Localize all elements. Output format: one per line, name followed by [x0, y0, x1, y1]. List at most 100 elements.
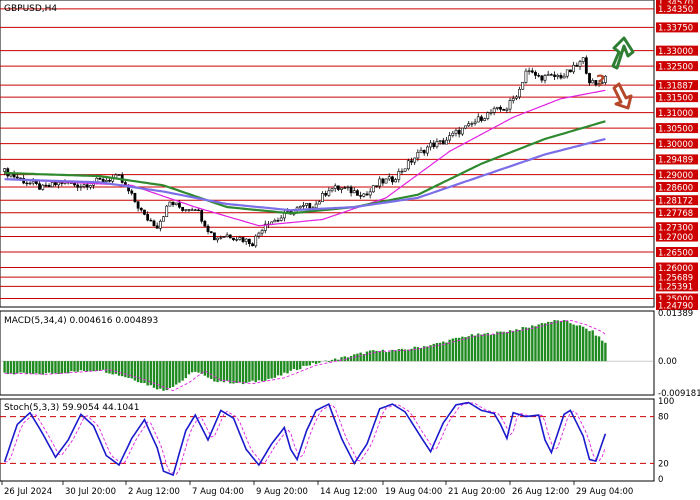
candle-body	[495, 106, 499, 109]
time-axis-label: 21 Aug 20:00	[448, 487, 505, 497]
candle-body	[489, 112, 493, 114]
price-label: 1.29489	[658, 156, 693, 166]
macd-bar	[159, 361, 162, 389]
macd-bar	[136, 361, 140, 383]
macd-axis-label: 0.00	[658, 357, 677, 367]
macd-bar	[194, 361, 197, 372]
macd-bar	[9, 361, 13, 374]
candle-body	[216, 237, 219, 241]
macd-bar	[200, 361, 203, 374]
macd-bar	[105, 361, 108, 373]
price-label: 1.24790	[658, 301, 693, 311]
macd-bar	[44, 361, 48, 374]
candle-body	[480, 116, 483, 121]
macd-bar	[286, 361, 289, 374]
macd-bar	[308, 361, 311, 366]
candle-body	[47, 185, 51, 188]
candle-body	[79, 186, 83, 188]
macd-bar	[222, 361, 226, 383]
macd-bar	[254, 361, 257, 383]
candle-body	[155, 225, 159, 229]
candle-body	[584, 57, 588, 74]
macd-bar	[260, 361, 264, 382]
macd-bar	[12, 361, 16, 375]
candle-body	[403, 168, 407, 172]
candle-body	[604, 75, 607, 83]
macd-bar	[372, 350, 375, 362]
candle-body	[251, 243, 254, 247]
candle-body	[193, 209, 197, 211]
candle-body	[518, 88, 521, 98]
candle-body	[464, 125, 467, 129]
macd-bar	[295, 361, 299, 371]
candle-body	[149, 219, 153, 222]
candle-body	[384, 178, 388, 184]
candle-body	[130, 190, 134, 194]
macd-bar	[267, 361, 270, 379]
candle-body	[591, 80, 595, 84]
time-axis-label: 26 Jul 2024	[4, 487, 52, 497]
price-tag	[656, 262, 698, 273]
candle-body	[76, 184, 80, 188]
macd-bar	[467, 336, 470, 362]
macd-bar	[89, 361, 92, 372]
macd-bar	[445, 342, 448, 362]
candle-body	[254, 235, 258, 247]
candle-body	[263, 223, 267, 231]
macd-bar	[22, 361, 25, 373]
stoch-main-line	[3, 401, 607, 477]
macd-bar	[248, 361, 251, 382]
candle-body	[581, 57, 585, 62]
macd-bar	[464, 337, 467, 362]
macd-bar	[578, 325, 582, 362]
candle-body	[162, 216, 165, 222]
time-axis-label: 29 Aug 04:00	[576, 487, 633, 497]
macd-bar	[229, 361, 232, 384]
price-label: 1.32500	[658, 62, 693, 72]
macd-bar	[238, 361, 242, 383]
candle-body	[203, 220, 207, 227]
macd-bar	[340, 357, 343, 362]
macd-bar	[143, 361, 146, 384]
price-tag	[656, 22, 698, 33]
macd-bar	[604, 342, 607, 362]
time-axis-label: 26 Aug 12:00	[512, 487, 569, 497]
macd-bar	[314, 361, 318, 364]
macd-signal-line	[4, 319, 606, 392]
macd-title: MACD(5,34,4) 0.004616 0.004893	[4, 316, 158, 326]
last-price-marker	[614, 72, 652, 81]
price-tag	[656, 181, 698, 192]
stoch-axis-label: 80	[658, 413, 669, 423]
candle-body	[419, 149, 423, 153]
macd-bar	[197, 361, 200, 373]
candle-body	[397, 171, 401, 180]
candle-body	[530, 70, 534, 73]
macd-bar	[562, 320, 566, 362]
macd-bar	[403, 349, 407, 362]
candle-body	[165, 205, 169, 217]
macd-bar	[505, 332, 509, 362]
macd-bar	[477, 333, 480, 362]
macd-bar	[448, 339, 451, 362]
candle-body	[136, 201, 140, 209]
macd-bar	[124, 361, 127, 378]
macd-bar	[130, 361, 133, 379]
price-tag	[656, 123, 698, 134]
macd-bar	[496, 331, 499, 362]
candlesticks	[3, 55, 607, 248]
time-axis-label: 7 Aug 04:00	[192, 487, 244, 497]
price-label: 1.33000	[658, 47, 693, 57]
price-label: 1.30500	[658, 124, 693, 134]
candle-body	[594, 80, 598, 86]
macd-bar	[276, 361, 280, 376]
macd-bar	[171, 361, 175, 387]
candle-body	[3, 168, 6, 172]
macd-values: 0.004616 0.004893	[70, 316, 159, 326]
price-label: 1.25391	[658, 283, 693, 293]
candle-body	[521, 81, 525, 90]
candle-body	[206, 225, 210, 232]
macd-bar	[210, 361, 213, 380]
price-label: 1.33750	[658, 24, 693, 34]
candle-body	[375, 185, 378, 187]
